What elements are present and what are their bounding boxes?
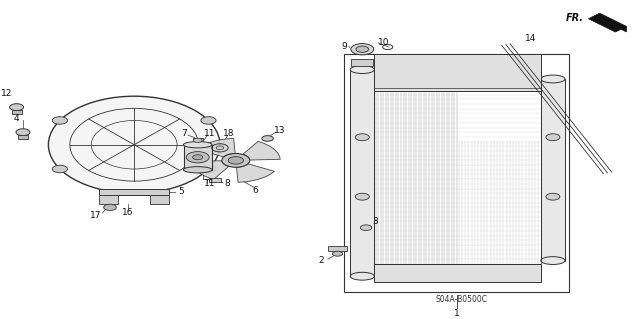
Bar <box>12 110 22 114</box>
Ellipse shape <box>184 142 212 148</box>
Circle shape <box>222 153 250 167</box>
Circle shape <box>356 46 369 52</box>
Ellipse shape <box>541 75 565 83</box>
Text: 12: 12 <box>1 89 13 98</box>
Circle shape <box>546 193 560 200</box>
Circle shape <box>10 104 24 111</box>
Text: 4: 4 <box>14 114 19 122</box>
Text: 11: 11 <box>204 129 216 138</box>
Circle shape <box>355 193 369 200</box>
Bar <box>150 195 169 204</box>
Circle shape <box>104 204 116 211</box>
Bar <box>344 54 570 292</box>
Text: S04A-B0500C: S04A-B0500C <box>435 295 488 304</box>
Ellipse shape <box>350 66 374 73</box>
Circle shape <box>193 155 203 160</box>
Ellipse shape <box>350 272 374 280</box>
Bar <box>99 195 118 204</box>
Circle shape <box>193 138 202 143</box>
Text: 8: 8 <box>225 179 230 188</box>
Polygon shape <box>191 161 229 179</box>
Bar <box>18 135 28 139</box>
Text: 17: 17 <box>90 211 102 220</box>
Bar <box>99 189 169 195</box>
Circle shape <box>228 157 243 164</box>
Text: 1: 1 <box>454 309 460 318</box>
Circle shape <box>201 165 216 173</box>
Bar <box>374 88 541 264</box>
Bar <box>541 79 565 261</box>
Text: 13: 13 <box>274 126 285 135</box>
Ellipse shape <box>541 257 565 264</box>
Text: 7: 7 <box>181 129 187 138</box>
Text: 16: 16 <box>122 208 134 217</box>
Text: 9: 9 <box>341 41 347 51</box>
Ellipse shape <box>184 167 212 173</box>
Circle shape <box>355 134 369 141</box>
Bar <box>351 59 373 66</box>
Bar <box>193 137 203 143</box>
Bar <box>350 70 374 276</box>
Circle shape <box>546 134 560 141</box>
Bar <box>374 264 541 283</box>
Text: 10: 10 <box>378 38 390 47</box>
Text: 11: 11 <box>204 179 216 188</box>
Bar <box>328 246 347 251</box>
Circle shape <box>262 136 273 141</box>
Text: 18: 18 <box>223 129 235 138</box>
Polygon shape <box>588 13 627 32</box>
Text: 6: 6 <box>252 186 258 195</box>
Polygon shape <box>197 138 235 157</box>
Text: FR.: FR. <box>566 13 584 23</box>
Text: 14: 14 <box>525 34 536 43</box>
Circle shape <box>52 165 67 173</box>
Circle shape <box>216 146 224 150</box>
Circle shape <box>351 44 374 55</box>
Polygon shape <box>237 164 275 182</box>
Circle shape <box>360 225 372 231</box>
Text: 2: 2 <box>319 256 324 265</box>
Polygon shape <box>243 141 280 160</box>
Circle shape <box>52 117 67 124</box>
Bar <box>209 178 221 182</box>
Text: 5: 5 <box>179 187 184 196</box>
Ellipse shape <box>49 96 220 193</box>
Text: 3: 3 <box>372 217 378 226</box>
Circle shape <box>332 251 342 256</box>
Circle shape <box>201 117 216 124</box>
Circle shape <box>16 129 30 136</box>
Circle shape <box>186 152 209 163</box>
Bar <box>184 145 212 170</box>
Bar <box>374 54 541 92</box>
